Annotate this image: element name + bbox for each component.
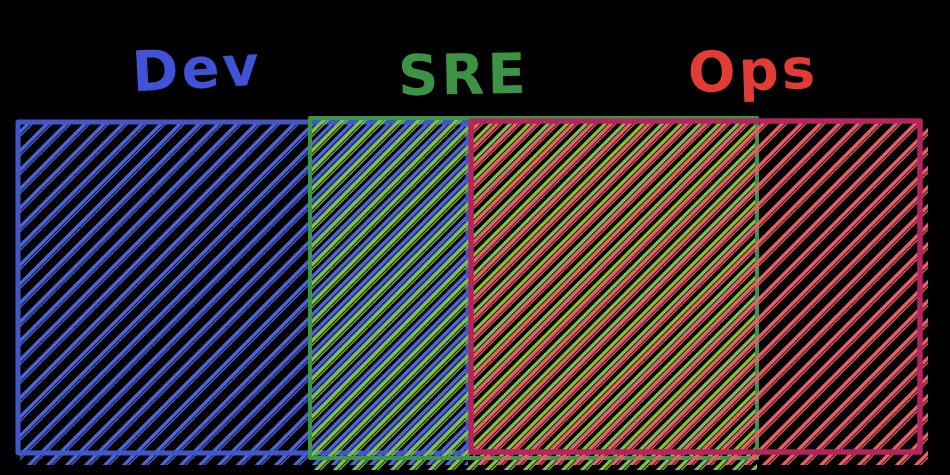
ops-set: [468, 118, 928, 465]
ops-border: [468, 118, 923, 455]
ops-hatch-fill: [473, 123, 928, 465]
